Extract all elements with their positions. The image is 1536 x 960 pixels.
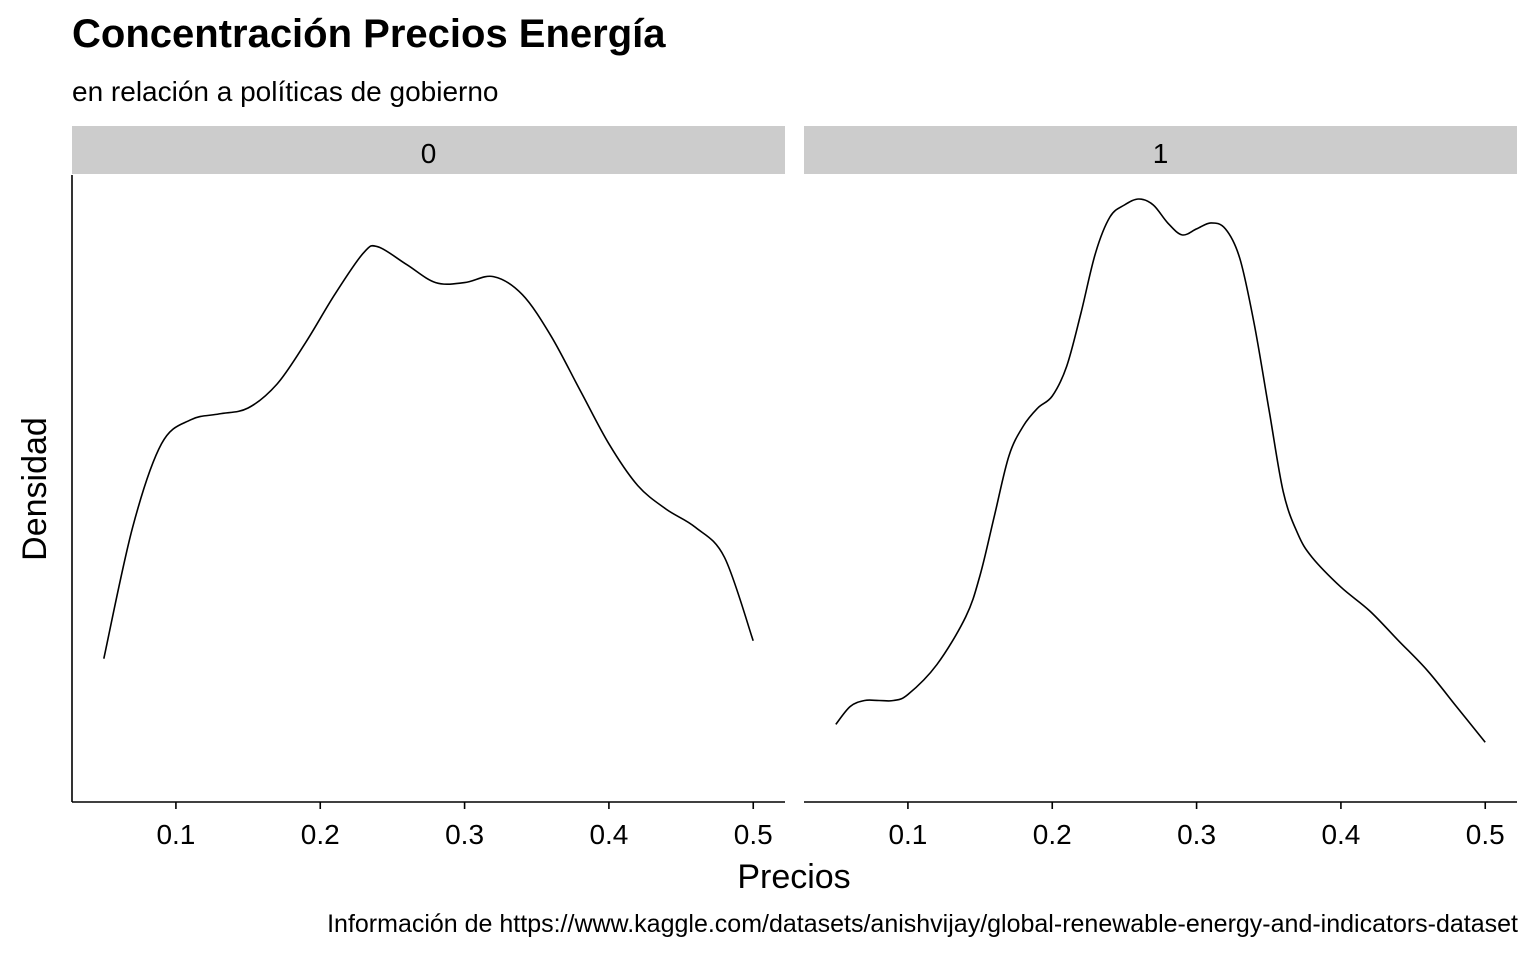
x-tick-label: 0.2 [1033, 819, 1072, 850]
chart-caption: Información de https://www.kaggle.com/da… [327, 910, 1518, 938]
x-tick-label: 0.3 [1177, 819, 1216, 850]
x-tick-label: 0.1 [156, 819, 195, 850]
density-line-0 [103, 244, 754, 659]
chart-title: Concentración Precios Energía [72, 12, 666, 56]
y-axis-title: Densidad [16, 417, 54, 561]
x-tick-label: 0.4 [1321, 819, 1360, 850]
x-axis-title: Precios [737, 858, 850, 896]
x-tick-label: 0.5 [1466, 819, 1505, 850]
x-tick-label: 0.2 [301, 819, 340, 850]
facet-strip-label: 0 [421, 138, 437, 169]
facet-panels: 0 0.1 0.2 0.3 0.4 0.5 1 0.1 0.2 0.3 0.4 0.5 [71, 126, 1517, 850]
facet-strip-1 [804, 126, 1517, 174]
x-tick-label: 0.4 [589, 819, 628, 850]
x-tick-label: 0.5 [734, 819, 773, 850]
chart-subtitle: en relación a políticas de gobierno [72, 76, 499, 107]
density-line-1 [835, 198, 1486, 743]
x-tick-label: 0.3 [445, 819, 484, 850]
facet-strip-label: 1 [1153, 138, 1169, 169]
facet-strip-0 [72, 126, 785, 174]
x-tick-label: 0.1 [888, 819, 927, 850]
